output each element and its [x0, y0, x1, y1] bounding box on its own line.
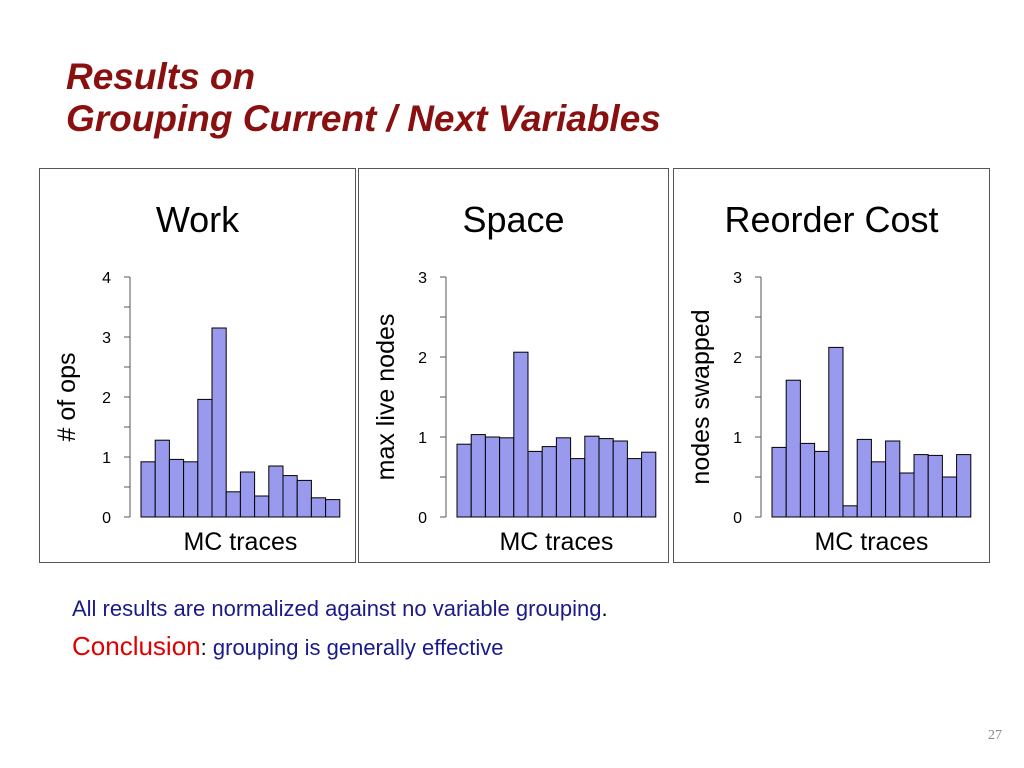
bar — [168, 458, 185, 518]
bar — [268, 465, 284, 518]
bar — [555, 437, 572, 518]
bar — [899, 472, 915, 518]
y-tick-label: 2 — [102, 390, 111, 407]
page-number: 27 — [988, 728, 1002, 743]
chart-reorder-cost: 0 1 2 3 MC traces nodes swapped — [687, 270, 972, 556]
bar — [856, 438, 872, 518]
slide-notes: All results are normalized against no va… — [72, 592, 608, 668]
bar — [254, 495, 270, 518]
bar — [183, 461, 199, 518]
bar — [598, 438, 614, 518]
normalization-note-period: . — [601, 596, 608, 621]
bar — [771, 446, 787, 518]
y-axis-label: nodes swapped — [687, 309, 715, 484]
bar — [785, 379, 801, 518]
y-tick-label: 0 — [733, 510, 742, 527]
bar — [296, 479, 312, 518]
bar — [612, 440, 628, 518]
bar — [470, 434, 486, 518]
y-axis-label: max live nodes — [372, 314, 400, 481]
normalization-note-text: All results are normalized against no va… — [72, 596, 602, 621]
normalization-note: All results are normalized against no va… — [72, 592, 608, 626]
y-tick-label: 3 — [418, 270, 427, 287]
bar — [239, 471, 256, 518]
bar — [626, 458, 643, 518]
chart-title: Space — [462, 199, 565, 240]
slide-title-line2: Grouping Current / Next Variables — [66, 98, 661, 139]
bar — [456, 443, 472, 518]
bar — [197, 398, 213, 518]
bar — [799, 442, 816, 518]
bar — [513, 351, 529, 518]
bar — [541, 446, 557, 518]
bar — [484, 436, 501, 518]
chart-space: 0 1 2 3 MC traces max live nodes — [372, 270, 657, 556]
y-axis-label: # of ops — [53, 353, 81, 442]
bar — [927, 454, 943, 518]
conclusion-text: grouping is generally effective — [206, 635, 504, 660]
y-tick-label: 2 — [733, 350, 742, 367]
conclusion: Conclusion: grouping is generally effect… — [72, 626, 608, 668]
bar — [941, 476, 958, 518]
y-tick-label: 2 — [418, 350, 427, 367]
y-tick-label: 1 — [418, 430, 427, 447]
bar — [282, 475, 298, 518]
bar — [641, 451, 657, 518]
bar — [310, 497, 327, 518]
bar — [154, 439, 170, 518]
bar — [956, 454, 972, 518]
bar — [527, 450, 543, 518]
bar — [584, 435, 600, 518]
conclusion-label: Conclusion — [72, 631, 201, 661]
y-tick-label: 0 — [418, 510, 427, 527]
bar — [211, 327, 227, 518]
bar — [913, 454, 929, 518]
slide-title-line1: Results on — [66, 56, 256, 97]
bar — [499, 437, 515, 518]
bar — [828, 346, 844, 518]
bar — [325, 499, 341, 518]
bar — [842, 505, 858, 518]
y-tick-label: 1 — [102, 450, 111, 467]
y-tick-label: 0 — [102, 510, 111, 527]
chart-work: 0 1 2 3 4 MC traces # of ops — [53, 270, 341, 556]
y-tick-label: 1 — [733, 430, 742, 447]
bar — [570, 458, 586, 518]
chart-panel-work: Work 0 1 2 3 4 MC traces # of ops — [39, 168, 356, 563]
bar — [225, 491, 241, 518]
conclusion-colon: : — [200, 635, 207, 660]
chart-title: Reorder Cost — [724, 199, 939, 240]
bar — [885, 440, 901, 518]
y-tick-label: 4 — [102, 270, 111, 287]
bar — [814, 450, 830, 518]
chart-title: Work — [155, 199, 240, 240]
x-axis-label: MC traces — [814, 528, 928, 556]
bar — [140, 461, 156, 518]
chart-panel-reorder-cost: Reorder Cost 0 1 2 3 MC traces nodes swapped — [673, 168, 990, 563]
chart-panel-space: Space 0 1 2 3 MC traces max live nodes — [358, 168, 669, 563]
y-tick-label: 3 — [102, 330, 111, 347]
x-axis-label: MC traces — [499, 528, 613, 556]
slide-title: Results on Grouping Current / Next Varia… — [66, 56, 661, 140]
bar — [870, 461, 887, 518]
x-axis-label: MC traces — [183, 528, 297, 556]
y-tick-label: 3 — [733, 270, 742, 287]
